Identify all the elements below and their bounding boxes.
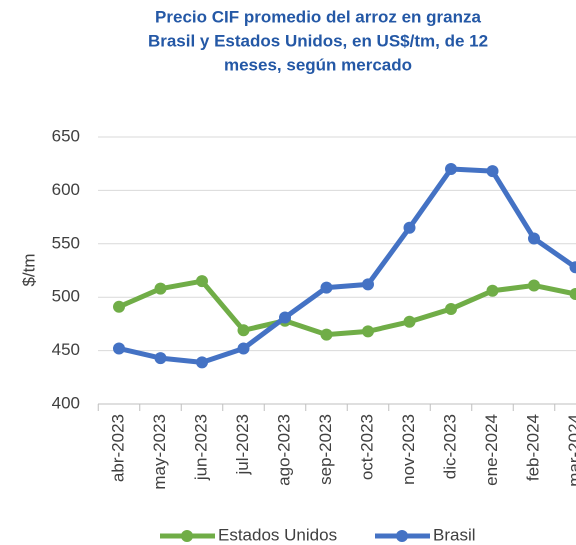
- point: [569, 261, 576, 274]
- legend-label: Brasil: [433, 525, 476, 544]
- point: [569, 287, 576, 300]
- legend-marker: [181, 530, 193, 542]
- y-tick-label: 650: [52, 126, 80, 145]
- point: [445, 163, 457, 176]
- point: [528, 279, 540, 292]
- x-tick-label: nov-2023: [399, 414, 418, 485]
- y-tick-label: 500: [52, 287, 80, 306]
- point: [196, 356, 208, 369]
- x-tick-label: jul-2023: [233, 414, 252, 476]
- point: [154, 282, 167, 295]
- point: [362, 278, 374, 291]
- legend-label: Estados Unidos: [218, 525, 337, 544]
- chart-title: Brasil y Estados Unidos, en US$/tm, de 1…: [148, 31, 488, 50]
- point: [362, 325, 374, 338]
- point: [528, 232, 540, 245]
- series-line: [118, 166, 576, 365]
- y-tick-label: 400: [52, 393, 80, 412]
- x-tick-label: mar-2024: [565, 414, 576, 487]
- y-axis-label: $/tm: [19, 253, 38, 286]
- point: [403, 221, 416, 234]
- point: [279, 311, 291, 324]
- legend-marker: [396, 530, 408, 542]
- point: [403, 315, 416, 328]
- x-tick-label: ago-2023: [274, 414, 293, 486]
- y-tick-label: 450: [52, 340, 80, 359]
- x-tick-label: sep-2023: [316, 414, 335, 485]
- chart-title: Precio CIF promedio del arroz en granza: [155, 7, 481, 26]
- x-tick-label: dic-2023: [440, 414, 459, 479]
- x-tick-label: may-2023: [150, 414, 169, 490]
- point: [154, 352, 167, 365]
- point: [445, 302, 457, 315]
- x-tick-label: oct-2023: [357, 414, 376, 480]
- series-line: [117, 278, 576, 338]
- x-tick-label: jun-2023: [191, 414, 210, 481]
- point: [113, 342, 125, 355]
- point: [486, 165, 499, 178]
- point: [113, 300, 125, 313]
- x-tick-label: ene-2024: [482, 414, 501, 486]
- chart-title: meses, según mercado: [224, 55, 412, 74]
- x-tick-label: feb-2024: [523, 414, 542, 481]
- point: [196, 275, 208, 288]
- y-tick-label: 550: [52, 233, 80, 252]
- x-tick-label: abr-2023: [108, 414, 127, 482]
- point: [320, 328, 333, 341]
- y-tick-label: 600: [52, 180, 80, 199]
- point: [486, 284, 499, 297]
- point: [237, 324, 250, 337]
- point: [237, 342, 250, 355]
- point: [320, 281, 333, 294]
